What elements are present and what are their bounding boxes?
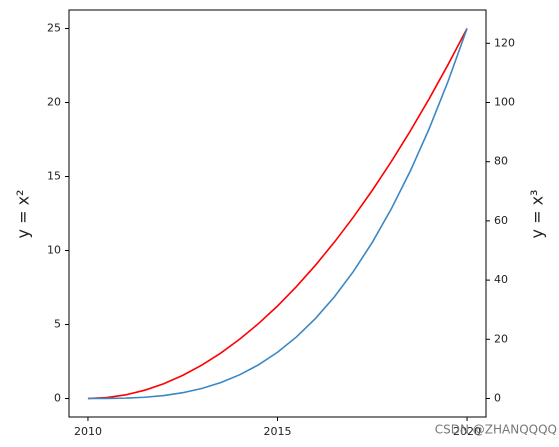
y-tick-label: 0 bbox=[54, 392, 61, 405]
line-series bbox=[87, 28, 468, 400]
x-tick-label: 2015 bbox=[264, 425, 292, 438]
x-tick-label: 2010 bbox=[74, 425, 102, 438]
x-tick-label: 2020 bbox=[453, 425, 481, 438]
y2-tick-label: 20 bbox=[494, 332, 508, 345]
y-tick-label: 20 bbox=[47, 96, 61, 109]
y-tick-label: 5 bbox=[54, 318, 61, 331]
y2-tick-label: 40 bbox=[494, 273, 508, 286]
y-axis-label: y = x² bbox=[14, 190, 33, 239]
y-tick-label: 25 bbox=[47, 22, 61, 35]
y2-tick-label: 0 bbox=[494, 392, 501, 405]
watermark: CSDN @ZHANQQQQ bbox=[435, 423, 557, 437]
y2-tick-label: 60 bbox=[494, 214, 508, 227]
y2-tick-label: 100 bbox=[494, 96, 515, 109]
y-tick-label: 10 bbox=[47, 244, 61, 257]
plot-frame bbox=[68, 9, 487, 418]
y2-axis-label: y = x³ bbox=[528, 190, 547, 239]
y-tick-label: 15 bbox=[47, 170, 61, 183]
y2-tick-label: 120 bbox=[494, 36, 515, 49]
line-series bbox=[87, 28, 468, 400]
y2-tick-label: 80 bbox=[494, 155, 508, 168]
